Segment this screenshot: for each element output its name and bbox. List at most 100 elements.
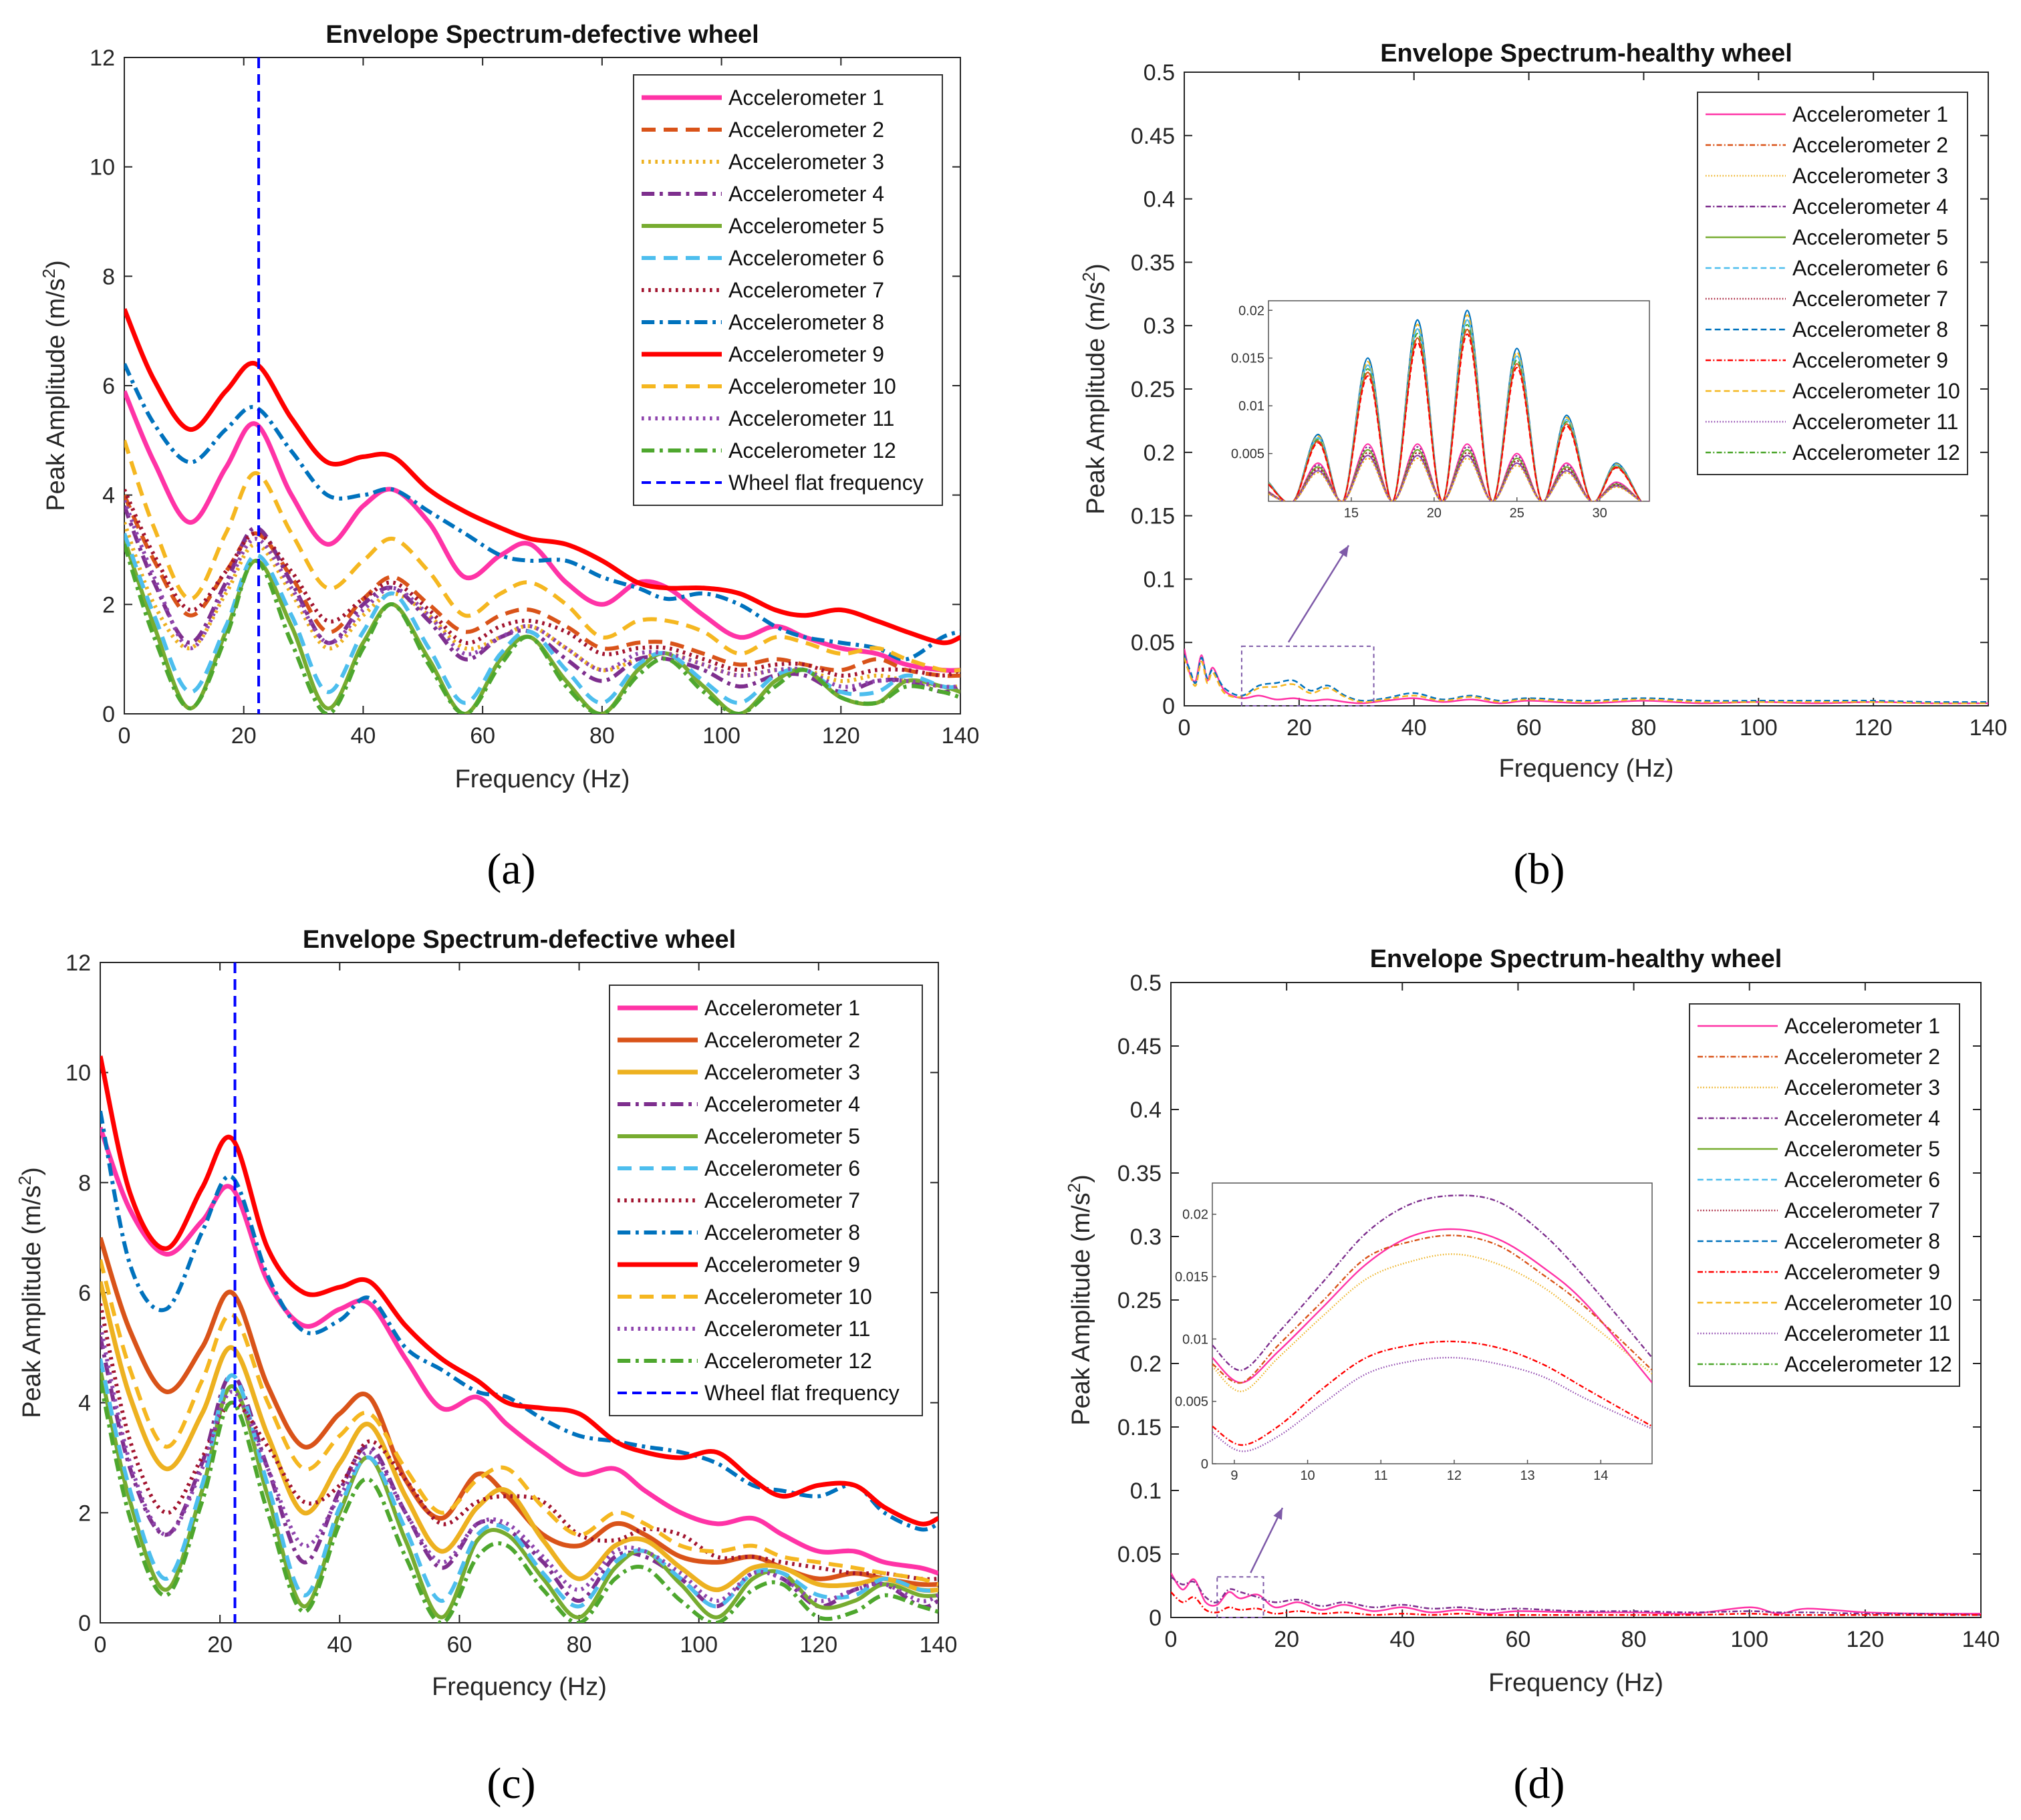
y-tick-label: 0.25 xyxy=(1117,1288,1162,1313)
inset-y-tick-label: 0.005 xyxy=(1175,1395,1208,1410)
y-tick-label: 0.5 xyxy=(1130,970,1162,996)
legend-item: Accelerometer 4 xyxy=(1792,194,1948,219)
legend-box xyxy=(1689,1003,1960,1387)
panel-label-c: (c) xyxy=(487,1759,535,1808)
y-axis-label: Peak Amplitude (m/s2) xyxy=(15,1167,46,1418)
x-axis-label: Frequency (Hz) xyxy=(455,765,630,793)
legend-item: Accelerometer 10 xyxy=(1792,379,1960,403)
inset-x-tick-label: 10 xyxy=(1300,1468,1315,1483)
inset-series-group xyxy=(1268,309,1649,501)
series-group xyxy=(1184,648,1988,704)
x-tick-label: 60 xyxy=(1516,715,1542,741)
inset-y-tick-label: 0.005 xyxy=(1231,447,1264,462)
panel-label-a: (a) xyxy=(487,845,535,894)
panel-label-b: (b) xyxy=(1514,845,1565,894)
legend-item: Accelerometer 7 xyxy=(704,1188,860,1212)
y-tick-label: 0.15 xyxy=(1131,504,1175,529)
legend-item: Accelerometer 2 xyxy=(1784,1045,1940,1069)
inset-x-tick-label: 9 xyxy=(1230,1468,1238,1483)
x-tick-label: 120 xyxy=(1846,1627,1884,1652)
legend-item: Accelerometer 1 xyxy=(704,996,860,1020)
legend-item: Accelerometer 9 xyxy=(1784,1260,1940,1284)
x-tick-label: 100 xyxy=(1740,715,1778,741)
y-tick-label: 0.05 xyxy=(1117,1542,1162,1567)
inset-series-group xyxy=(1212,1194,1652,1452)
series-line-accelerometer-12 xyxy=(100,1380,938,1623)
series-line-accelerometer-9 xyxy=(124,308,960,646)
legend-item: Accelerometer 7 xyxy=(728,278,884,302)
legend-item: Wheel flat frequency xyxy=(704,1381,900,1405)
y-axis-label: Peak Amplitude (m/s2) xyxy=(1079,263,1110,515)
y-tick-label: 4 xyxy=(102,483,115,509)
series-line-accelerometer-9 xyxy=(1171,1591,1981,1616)
legend-box xyxy=(633,74,943,506)
legend-item: Accelerometer 10 xyxy=(1784,1291,1952,1315)
x-tick-label: 100 xyxy=(680,1632,718,1658)
x-tick-label: 60 xyxy=(1506,1627,1531,1652)
panel-a-chart: 0 20 40 60 80 100 120 140 0 2 4 6 8 10 12 Envelope Spec… xyxy=(39,21,979,793)
inset-y-tick-label: 0.015 xyxy=(1175,1270,1208,1285)
series-line-accelerometer-7 xyxy=(124,489,960,678)
legend-box xyxy=(1697,92,1968,475)
legend-item: Accelerometer 7 xyxy=(1784,1198,1940,1222)
inset-x-tick-label: 15 xyxy=(1344,506,1359,521)
x-tick-label: 100 xyxy=(702,723,740,749)
inset-y-tick-label: 0.015 xyxy=(1231,352,1264,366)
y-tick-label: 0.15 xyxy=(1117,1415,1162,1440)
inset-x-tick-label: 12 xyxy=(1447,1468,1462,1483)
series-line-accelerometer-1 xyxy=(1171,1572,1981,1615)
y-axis-label: Peak Amplitude (m/s2) xyxy=(1064,1174,1095,1426)
inset-series-line-high xyxy=(1268,333,1649,501)
x-tick-label: 140 xyxy=(1962,1627,2000,1652)
x-axis-label: Frequency (Hz) xyxy=(1499,755,1674,783)
legend-item: Accelerometer 10 xyxy=(728,374,896,398)
inset-x-tick-label: 13 xyxy=(1520,1468,1534,1483)
panel-label-d: (d) xyxy=(1514,1759,1565,1808)
x-tick-label: 120 xyxy=(799,1632,837,1658)
panel-c-chart: 0 20 40 60 80 100 120 140 0 2 4 6 8 10 12 Envelope Spec… xyxy=(15,926,957,1701)
zoom-arrow-head xyxy=(1273,1508,1283,1520)
x-tick-label: 120 xyxy=(1855,715,1893,741)
y-axis-label: Peak Amplitude (m/s2) xyxy=(39,260,70,511)
inset-y-tick-label: 0.02 xyxy=(1182,1208,1208,1222)
y-tick-label: 10 xyxy=(90,155,115,180)
inset-chart: 15 20 25 30 0.005 0.01 0.015 0.02 xyxy=(1231,300,1650,521)
zoom-arrow-head xyxy=(1339,545,1349,557)
series-line-accelerometer-12 xyxy=(124,543,960,714)
y-tick-label: 0.35 xyxy=(1131,250,1175,275)
legend-box xyxy=(609,985,923,1416)
legend-item: Accelerometer 2 xyxy=(704,1028,860,1052)
legend-item: Accelerometer 11 xyxy=(1784,1321,1950,1345)
y-tick-label: 0.1 xyxy=(1130,1478,1162,1504)
y-tick-label: 0.2 xyxy=(1130,1351,1162,1377)
legend-item: Accelerometer 6 xyxy=(1784,1168,1940,1192)
x-tick-label: 120 xyxy=(822,723,860,749)
y-tick-label: 6 xyxy=(102,374,115,399)
y-tick-label: 0.3 xyxy=(1143,313,1175,339)
y-axis-label-sup: 2 xyxy=(15,1176,35,1185)
y-tick-label: 8 xyxy=(78,1170,91,1196)
x-tick-label: 80 xyxy=(1621,1627,1647,1652)
y-tick-label: 0.4 xyxy=(1143,187,1175,213)
legend-item: Wheel flat frequency xyxy=(728,471,924,495)
y-tick-label: 0 xyxy=(1162,694,1175,719)
legend-item: Accelerometer 4 xyxy=(1784,1106,1940,1130)
y-tick-label: 2 xyxy=(102,592,115,618)
inset-series-line-low xyxy=(1268,457,1649,501)
legend-item: Accelerometer 8 xyxy=(704,1220,860,1245)
legend-item: Accelerometer 5 xyxy=(1792,225,1948,249)
y-tick-label: 2 xyxy=(78,1501,91,1526)
y-tick-label: 0.25 xyxy=(1131,377,1175,402)
x-tick-label: 140 xyxy=(920,1632,958,1658)
series-line-accelerometer-8 xyxy=(124,362,960,662)
inset-x-tick-label: 25 xyxy=(1510,506,1524,521)
x-tick-label: 140 xyxy=(1970,715,2008,741)
y-tick-label: 6 xyxy=(78,1281,91,1306)
x-tick-label: 0 xyxy=(118,723,131,749)
y-axis-label-close: ) xyxy=(42,260,70,269)
y-axis-label-close: ) xyxy=(18,1167,46,1176)
series-group xyxy=(100,1055,938,1623)
legend-item: Accelerometer 6 xyxy=(728,246,884,270)
y-axis-label-main: Peak Amplitude (m/s xyxy=(18,1185,46,1418)
